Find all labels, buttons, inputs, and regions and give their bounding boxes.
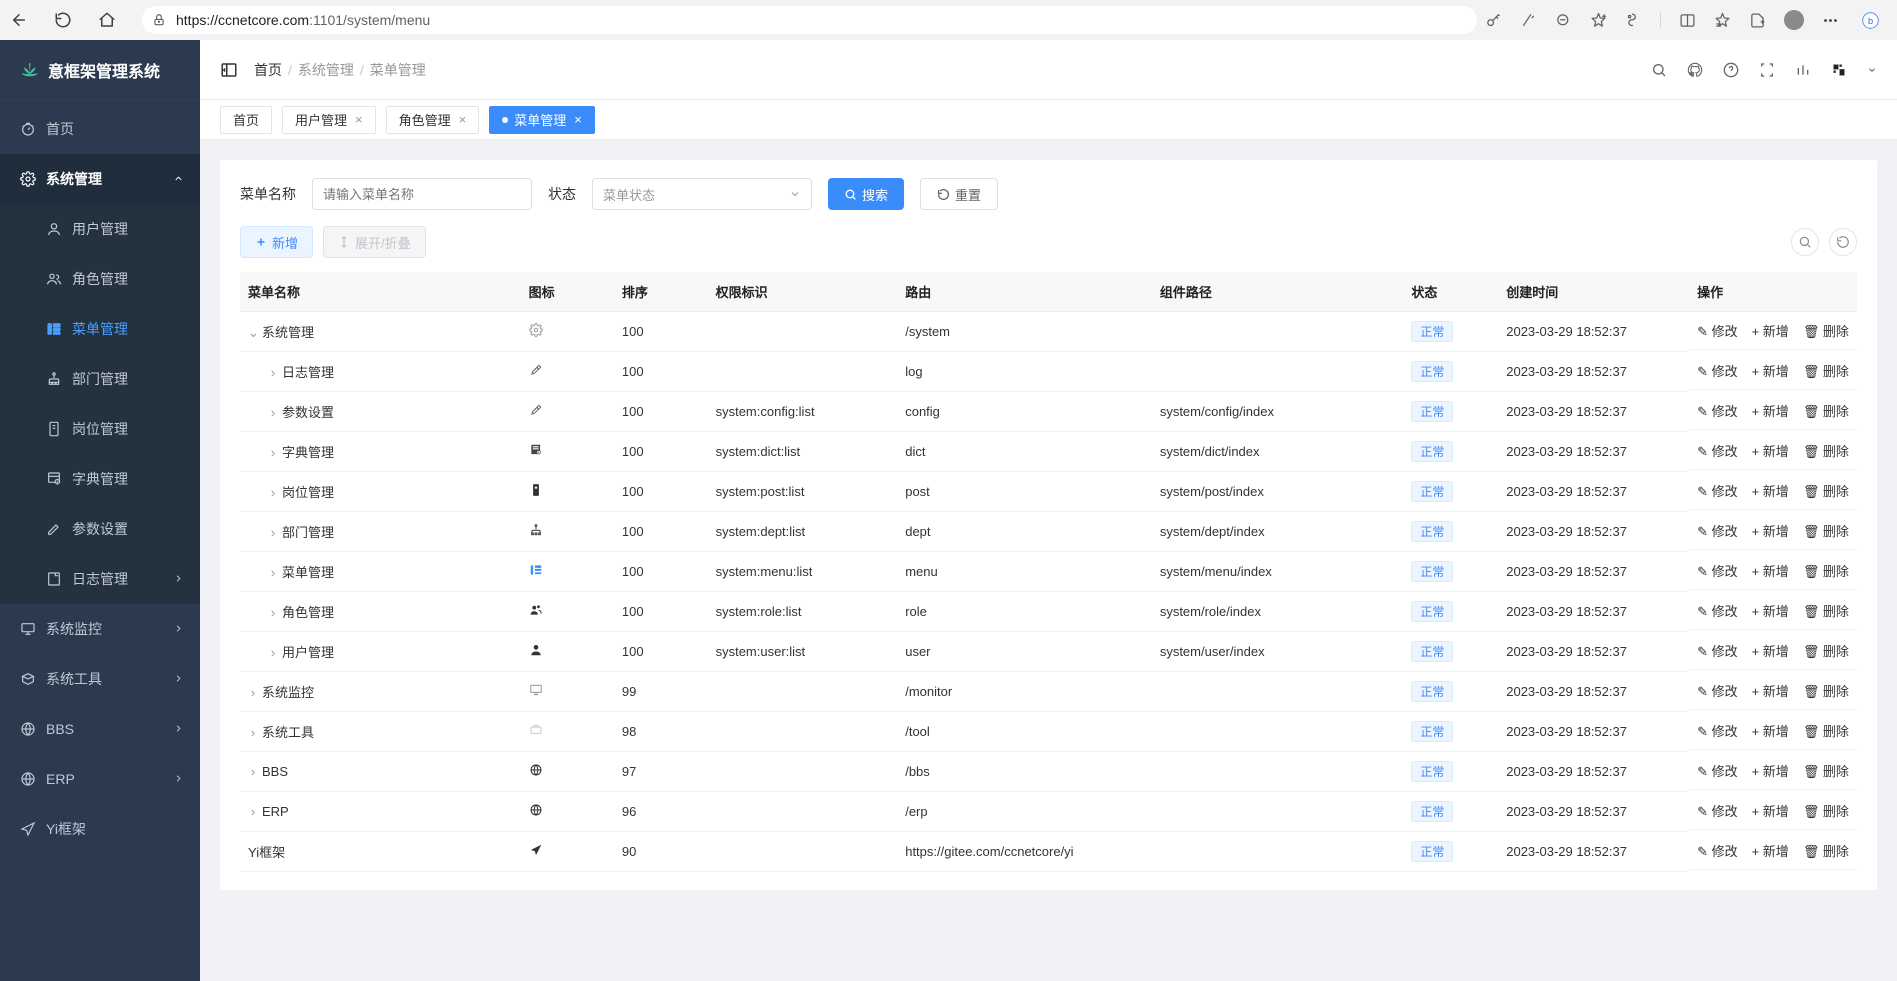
svg-text:b: b bbox=[1867, 16, 1872, 26]
